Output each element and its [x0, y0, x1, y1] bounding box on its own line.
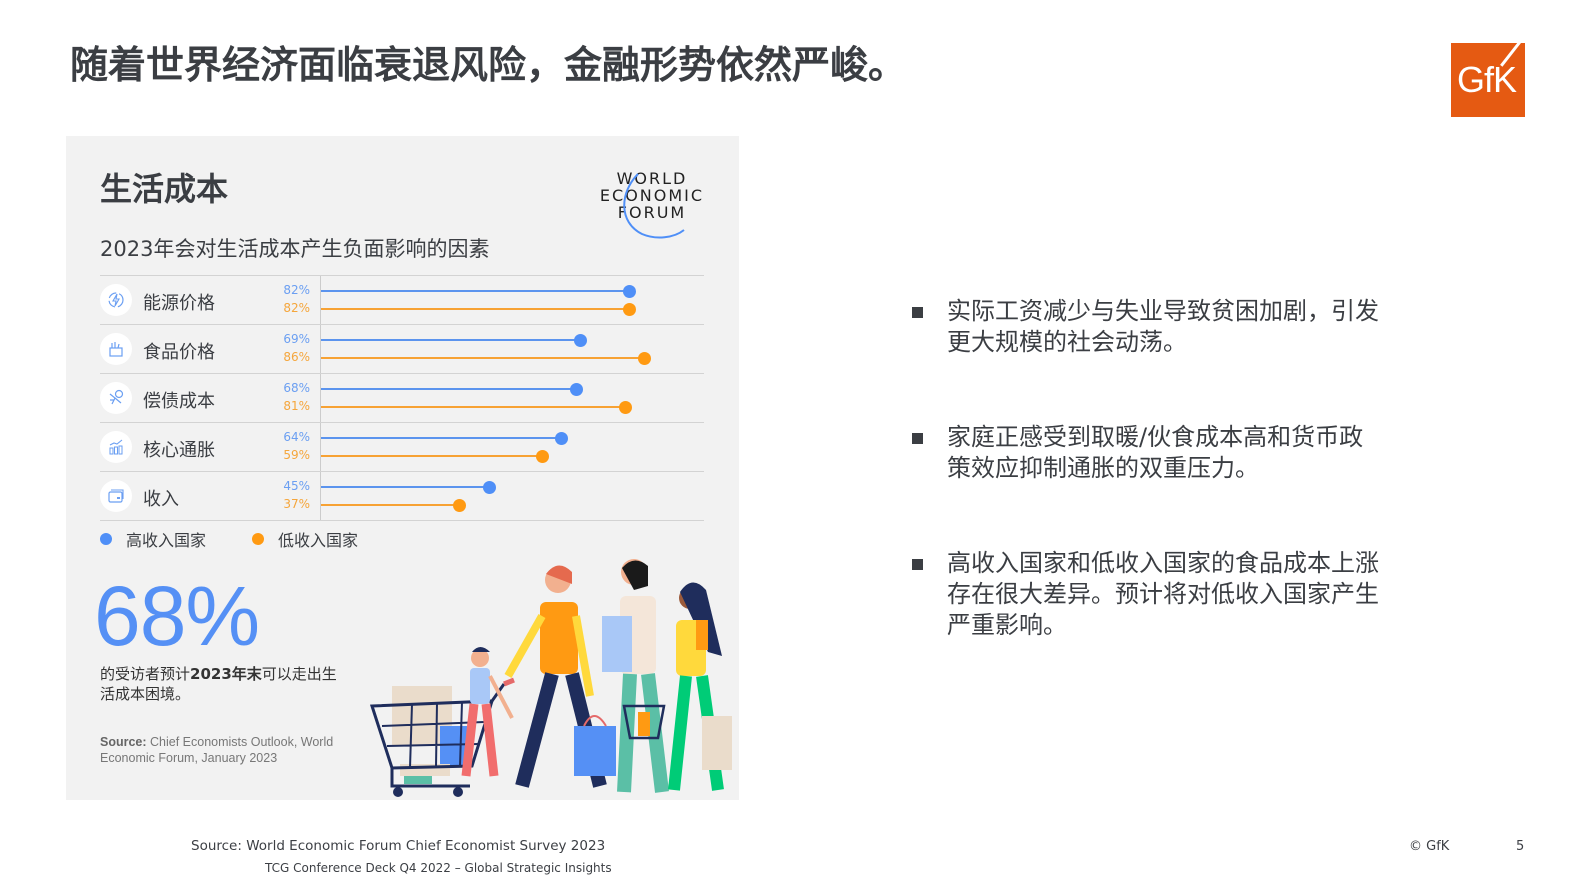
- stat-desc-pre: 的受访者预计: [100, 665, 191, 683]
- lollipop-stem: [321, 290, 630, 292]
- legend-label-low-income: 低收入国家: [278, 531, 359, 550]
- copyright: © GfK: [1409, 839, 1450, 854]
- category-label: 核心通胀: [143, 440, 215, 461]
- lollipop-dot: [622, 302, 636, 316]
- panel-source-text: Chief Economists Outlook, World Economic…: [100, 735, 334, 765]
- lollipop-dot: [452, 498, 466, 512]
- lollipop-stem: [321, 486, 490, 488]
- stat-desc-post: 可以走出生活成本困境。: [100, 665, 337, 703]
- debt-burden-icon: [100, 382, 132, 414]
- gfk-logo-text: GfK: [1457, 59, 1517, 100]
- wef-logo-line-1: WORLD: [616, 169, 688, 188]
- value-label-low-income: 86%: [283, 350, 310, 364]
- bullet-item: 高收入国家和低收入国家的食品成本上涨存在很大差异。预计将对低收入国家产生严重影响…: [912, 548, 1412, 641]
- lollipop-dot: [569, 382, 583, 396]
- bullet-text: 高收入国家和低收入国家的食品成本上涨存在很大差异。预计将对低收入国家产生严重影响…: [947, 549, 1379, 639]
- value-label-high-income: 68%: [283, 381, 310, 395]
- legend-label-high-income: 高收入国家: [126, 531, 207, 550]
- wallet-card-icon: [100, 480, 132, 512]
- panel-title: 生活成本: [100, 170, 229, 208]
- chart-row: 收入 45% 37%: [100, 471, 704, 521]
- lollipop-chart: 能源价格 82% 82% 食品价格 69% 86% 偿债成本 68% 81% 核心通胀 64% 59%…: [100, 275, 704, 521]
- lollipop-stem: [321, 308, 630, 310]
- lollipop-dot: [573, 333, 587, 347]
- legend-item-low-income: 低收入国家: [252, 527, 358, 551]
- chart-row: 偿债成本 68% 81%: [100, 373, 704, 422]
- bullet-text: 实际工资减少与失业导致贫困加剧，引发更大规模的社会动荡。: [947, 297, 1379, 356]
- lollipop-stem: [321, 504, 460, 506]
- lollipop-dot: [535, 449, 549, 463]
- category-label: 偿债成本: [143, 391, 215, 412]
- footer-source: Source: World Economic Forum Chief Econo…: [191, 838, 606, 854]
- value-label-low-income: 82%: [283, 301, 310, 315]
- chart-row: 能源价格 82% 82%: [100, 275, 704, 324]
- chart-legend: 高收入国家 低收入国家: [100, 528, 404, 550]
- gfk-logo: GfK: [1451, 43, 1525, 117]
- lollipop-dot: [637, 351, 651, 365]
- legend-swatch-high-income: [100, 533, 112, 545]
- value-label-high-income: 82%: [283, 283, 310, 297]
- chart-axis-line: [320, 275, 321, 520]
- lollipop-stem: [321, 388, 577, 390]
- footer-deck-title: TCG Conference Deck Q4 2022 – Global Str…: [265, 861, 612, 875]
- bullet-item: 实际工资减少与失业导致贫困加剧，引发更大规模的社会动荡。: [912, 296, 1412, 358]
- stat-desc-bold: 2023年末: [190, 665, 262, 683]
- category-label: 收入: [143, 489, 179, 510]
- wef-logo: WORLD ECONOMIC FORUM: [594, 170, 710, 242]
- value-label-low-income: 37%: [283, 497, 310, 511]
- legend-item-high-income: 高收入国家: [100, 527, 206, 551]
- wef-logo-line-3: FORUM: [617, 203, 687, 222]
- bullet-item: 家庭正感受到取暖/伙食成本高和货币政策效应抑制通胀的双重压力。: [912, 422, 1412, 484]
- category-label: 食品价格: [143, 342, 215, 363]
- value-label-low-income: 59%: [283, 448, 310, 462]
- cost-of-living-infographic: 生活成本 WORLD ECONOMIC FORUM 2023年会对生活成本产生负…: [66, 136, 739, 800]
- lollipop-stem: [321, 339, 581, 341]
- lollipop-stem: [321, 437, 562, 439]
- legend-swatch-low-income: [252, 533, 265, 545]
- lollipop-stem: [321, 357, 645, 359]
- chart-row: 食品价格 69% 86%: [100, 324, 704, 373]
- lollipop-dot: [622, 284, 636, 298]
- inflation-chart-icon: [100, 431, 132, 463]
- shopping-family-illustration: [369, 559, 732, 797]
- big-stat: 68%: [94, 569, 260, 663]
- value-label-high-income: 64%: [283, 430, 310, 444]
- lollipop-dot: [554, 431, 568, 445]
- value-label-high-income: 69%: [283, 332, 310, 346]
- slide-title: 随着世界经济面临衰退风险，金融形势依然严峻。: [70, 43, 907, 87]
- bullet-square-icon: [912, 307, 923, 318]
- lollipop-dot: [618, 400, 632, 414]
- panel-source: Source: Chief Economists Outlook, World …: [100, 734, 360, 766]
- lollipop-stem: [321, 406, 626, 408]
- lollipop-stem: [321, 455, 543, 457]
- value-label-high-income: 45%: [283, 479, 310, 493]
- value-label-low-income: 81%: [283, 399, 310, 413]
- bullet-square-icon: [912, 433, 923, 444]
- lollipop-dot: [483, 480, 497, 494]
- grocery-bag-icon: [100, 333, 132, 365]
- chart-row: 核心通胀 64% 59%: [100, 422, 704, 471]
- chart-title: 2023年会对生活成本产生负面影响的因素: [100, 237, 490, 261]
- panel-source-label: Source:: [100, 735, 147, 749]
- category-label: 能源价格: [143, 293, 215, 314]
- wef-arc-icon: [623, 173, 685, 239]
- page-number: 5: [1516, 839, 1525, 854]
- bullet-text: 家庭正感受到取暖/伙食成本高和货币政策效应抑制通胀的双重压力。: [947, 423, 1364, 482]
- energy-cycle-icon: [100, 284, 132, 316]
- bullet-square-icon: [912, 559, 923, 570]
- stat-description: 的受访者预计2023年末可以走出生活成本困境。: [100, 664, 350, 704]
